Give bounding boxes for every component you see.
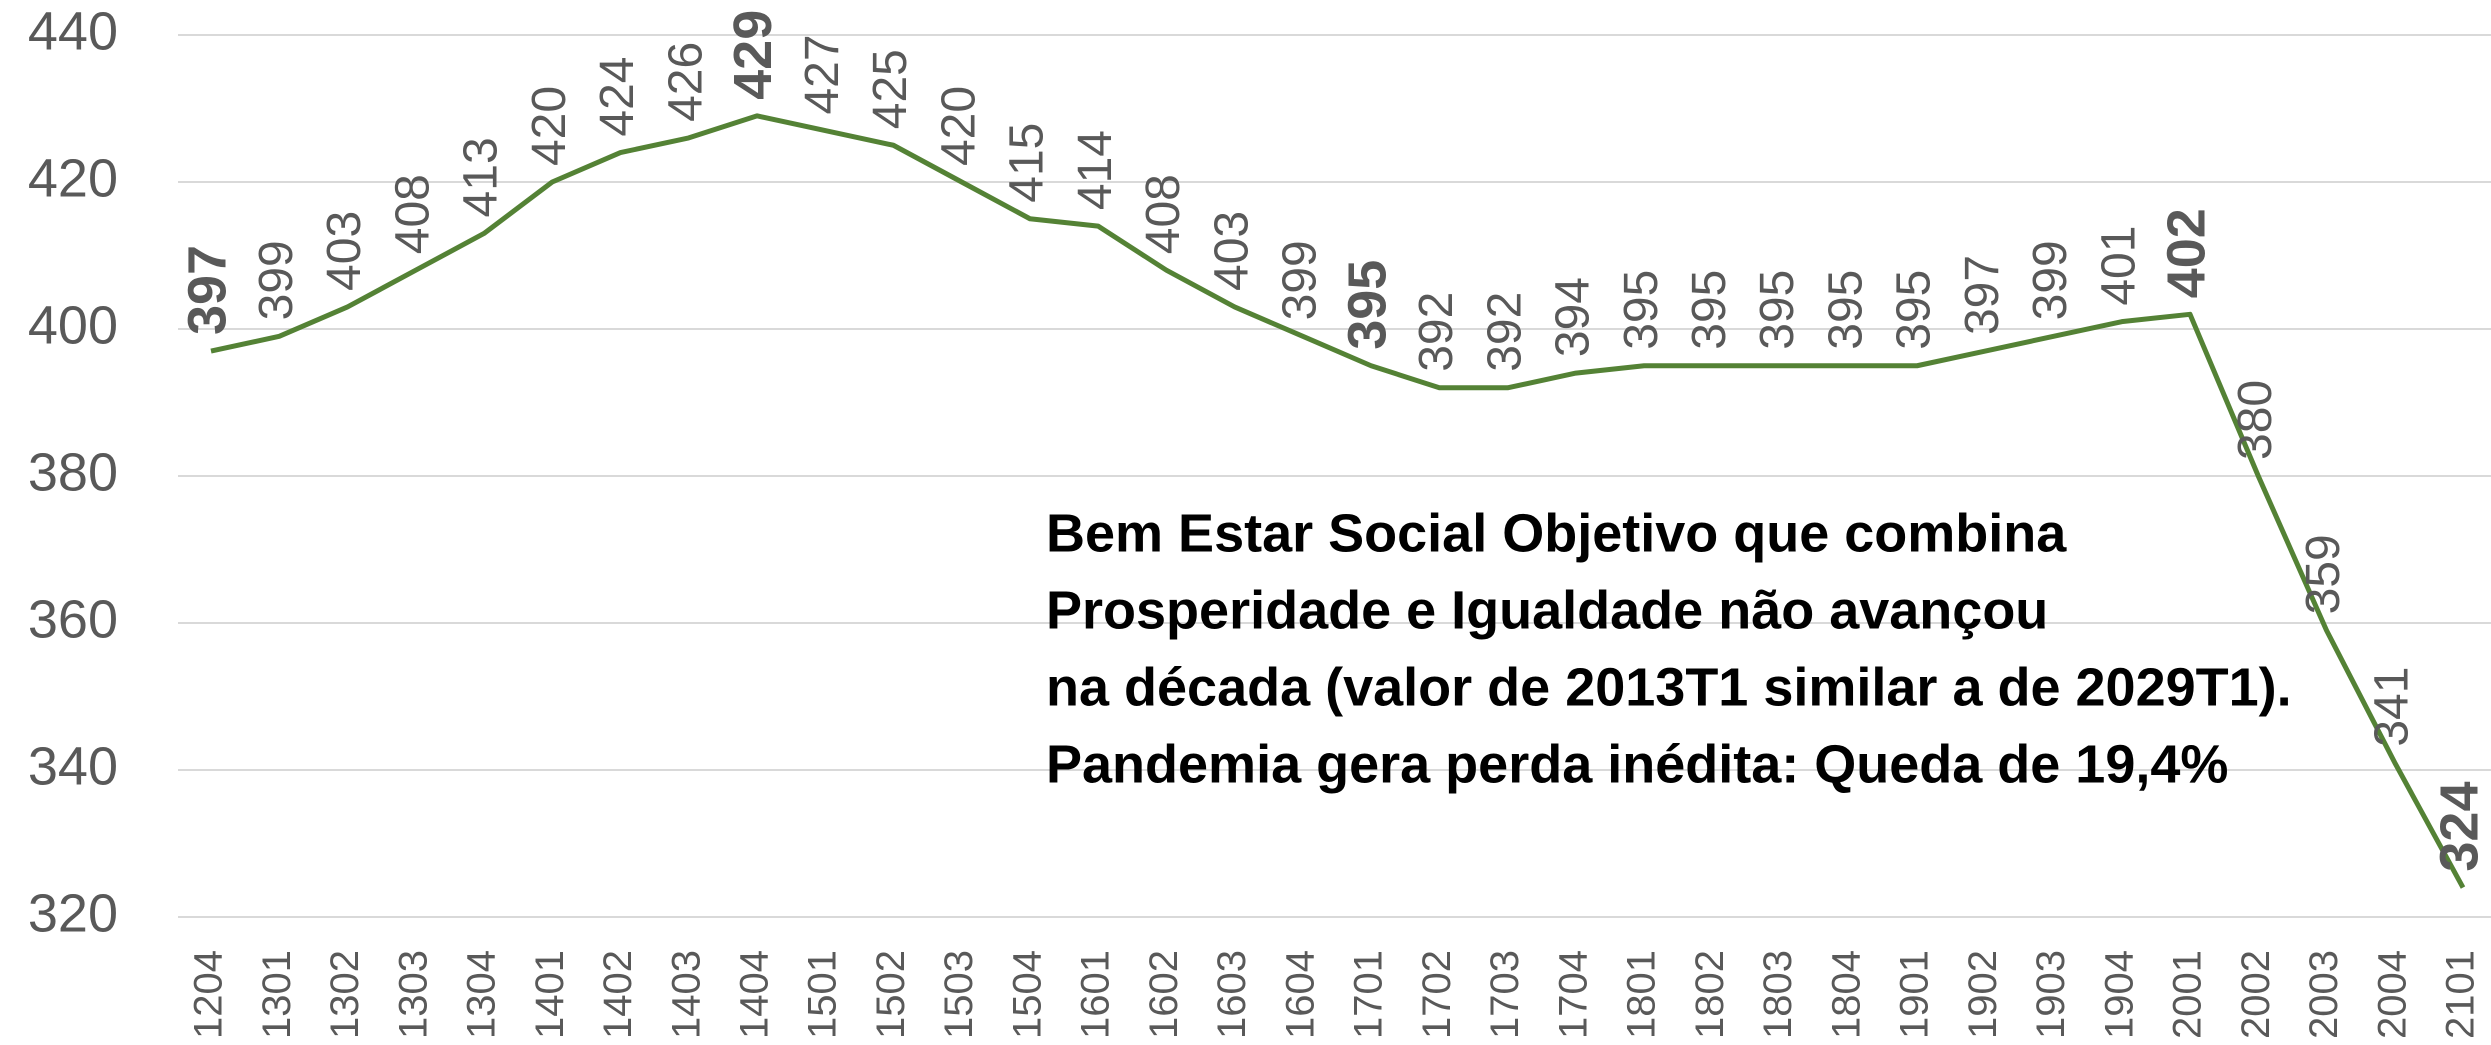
x-tick-label: 1301: [255, 950, 299, 1039]
x-tick-label: 1303: [391, 950, 435, 1039]
value-label: 341: [2365, 667, 2418, 747]
x-tick-label: 1404: [733, 950, 777, 1039]
value-label: 427: [796, 34, 849, 114]
value-label: 395: [1819, 270, 1872, 350]
value-label: 392: [1478, 292, 1531, 372]
x-tick-label: 1402: [596, 950, 640, 1039]
value-label: 403: [1205, 211, 1258, 291]
value-label: 392: [1410, 292, 1463, 372]
annotation: Pandemia gera perda inédita: Queda de 19…: [1046, 734, 2228, 794]
value-label: 399: [1274, 240, 1327, 320]
x-tick-label: 2001: [2166, 950, 2210, 1039]
value-label: 395: [1751, 270, 1804, 350]
value-label: 420: [932, 86, 985, 166]
value-label: 380: [2229, 380, 2282, 460]
y-tick-label: 360: [28, 589, 118, 649]
x-tick-label: 1504: [1005, 950, 1049, 1039]
value-label: 394: [1547, 277, 1600, 357]
x-tick-label: 2003: [2302, 950, 2346, 1039]
value-label: 420: [523, 86, 576, 166]
x-tick-label: 1701: [1347, 950, 1391, 1039]
x-tick-label: 1702: [1415, 950, 1459, 1039]
value-label: 408: [1137, 174, 1190, 254]
value-label: 395: [1337, 260, 1397, 350]
annotation: na década (valor de 2013T1 similar a de …: [1046, 657, 2292, 717]
x-tick-label: 1502: [869, 950, 913, 1039]
value-label: 429: [723, 10, 783, 100]
y-tick-label: 340: [28, 736, 118, 796]
value-label: 397: [1956, 255, 2009, 335]
x-tick-label: 1401: [528, 950, 572, 1039]
x-tick-label: 1703: [1483, 950, 1527, 1039]
value-label: 425: [864, 49, 917, 129]
value-label: 399: [250, 240, 303, 320]
value-label: 402: [2156, 208, 2216, 298]
x-tick-label: 1602: [1142, 950, 1186, 1039]
value-label: 399: [2024, 240, 2077, 320]
x-tick-label: 1802: [1688, 950, 1732, 1039]
value-label: 359: [2297, 534, 2350, 614]
value-label: 395: [1683, 270, 1736, 350]
x-tick-label: 1302: [323, 950, 367, 1039]
y-tick-label: 320: [28, 883, 118, 943]
x-tick-label: 1803: [1756, 950, 1800, 1039]
value-label: 403: [318, 211, 371, 291]
annotation: Prosperidade e Igualdade não avançou: [1046, 580, 2048, 640]
x-tick-label: 2002: [2234, 950, 2278, 1039]
value-label: 414: [1069, 130, 1122, 210]
value-label: 424: [591, 57, 644, 137]
x-tick-label: 2101: [2439, 950, 2483, 1039]
value-label: 408: [386, 174, 439, 254]
value-label: 397: [177, 245, 237, 335]
x-tick-label: 1304: [460, 950, 504, 1039]
x-tick-label: 1503: [937, 950, 981, 1039]
x-tick-label: 1604: [1278, 950, 1322, 1039]
value-label: 413: [455, 137, 508, 217]
value-label: 395: [1615, 270, 1668, 350]
x-tick-label: 1804: [1824, 950, 1868, 1039]
value-label: 401: [2092, 226, 2145, 306]
annotation: Bem Estar Social Objetivo que combina: [1046, 503, 2067, 563]
x-tick-label: 1403: [664, 950, 708, 1039]
x-tick-label: 1204: [187, 950, 231, 1039]
x-tick-label: 2004: [2370, 950, 2414, 1039]
x-tick-label: 1601: [1074, 950, 1118, 1039]
x-tick-label: 1903: [2029, 950, 2073, 1039]
y-tick-label: 440: [28, 1, 118, 61]
x-tick-label: 1603: [1210, 950, 1254, 1039]
y-tick-label: 400: [28, 295, 118, 355]
value-label: 395: [1888, 270, 1941, 350]
x-tick-label: 1704: [1551, 950, 1595, 1039]
value-label: 324: [2429, 781, 2489, 871]
y-tick-label: 380: [28, 442, 118, 502]
value-label: 426: [659, 42, 712, 122]
x-tick-label: 1901: [1893, 950, 1937, 1039]
x-tick-label: 1501: [801, 950, 845, 1039]
value-label: 415: [1001, 123, 1054, 203]
y-tick-label: 420: [28, 148, 118, 208]
line: [210, 113, 2466, 889]
x-tick-label: 1801: [1620, 950, 1664, 1039]
x-tick-label: 1904: [2097, 950, 2141, 1039]
x-tick-label: 1902: [1961, 950, 2005, 1039]
